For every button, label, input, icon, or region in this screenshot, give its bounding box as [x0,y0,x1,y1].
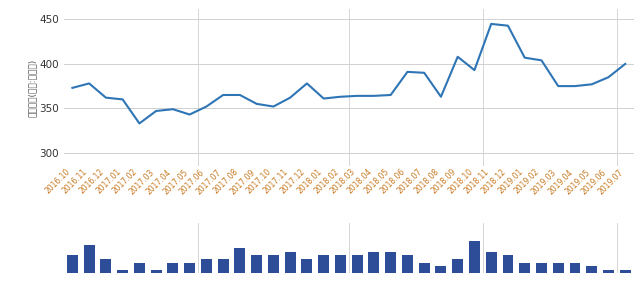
Bar [184,263,195,273]
Bar [586,266,597,273]
Bar [218,259,228,273]
Bar [67,255,78,273]
Bar [252,255,262,273]
Bar [268,255,279,273]
Bar [519,263,530,273]
Bar [553,263,564,273]
Bar [117,270,128,273]
Bar [570,263,580,273]
Bar [402,255,413,273]
Bar [502,255,513,273]
Bar [301,259,312,273]
Bar [435,266,446,273]
Bar [369,252,380,273]
Bar [285,252,296,273]
Bar [335,255,346,273]
Bar [168,263,179,273]
Bar [385,252,396,273]
Bar [469,241,480,273]
Bar [84,245,95,273]
Bar [620,270,630,273]
Bar [452,259,463,273]
Bar [234,248,245,273]
Bar [134,263,145,273]
Bar [100,259,111,273]
Bar [419,263,429,273]
Bar [603,270,614,273]
Bar [486,252,497,273]
Bar [352,255,363,273]
Bar [536,263,547,273]
Bar [150,270,161,273]
Y-axis label: 거래금액(단위:백만원): 거래금액(단위:백만원) [28,58,36,116]
Bar [201,259,212,273]
Bar [318,255,329,273]
